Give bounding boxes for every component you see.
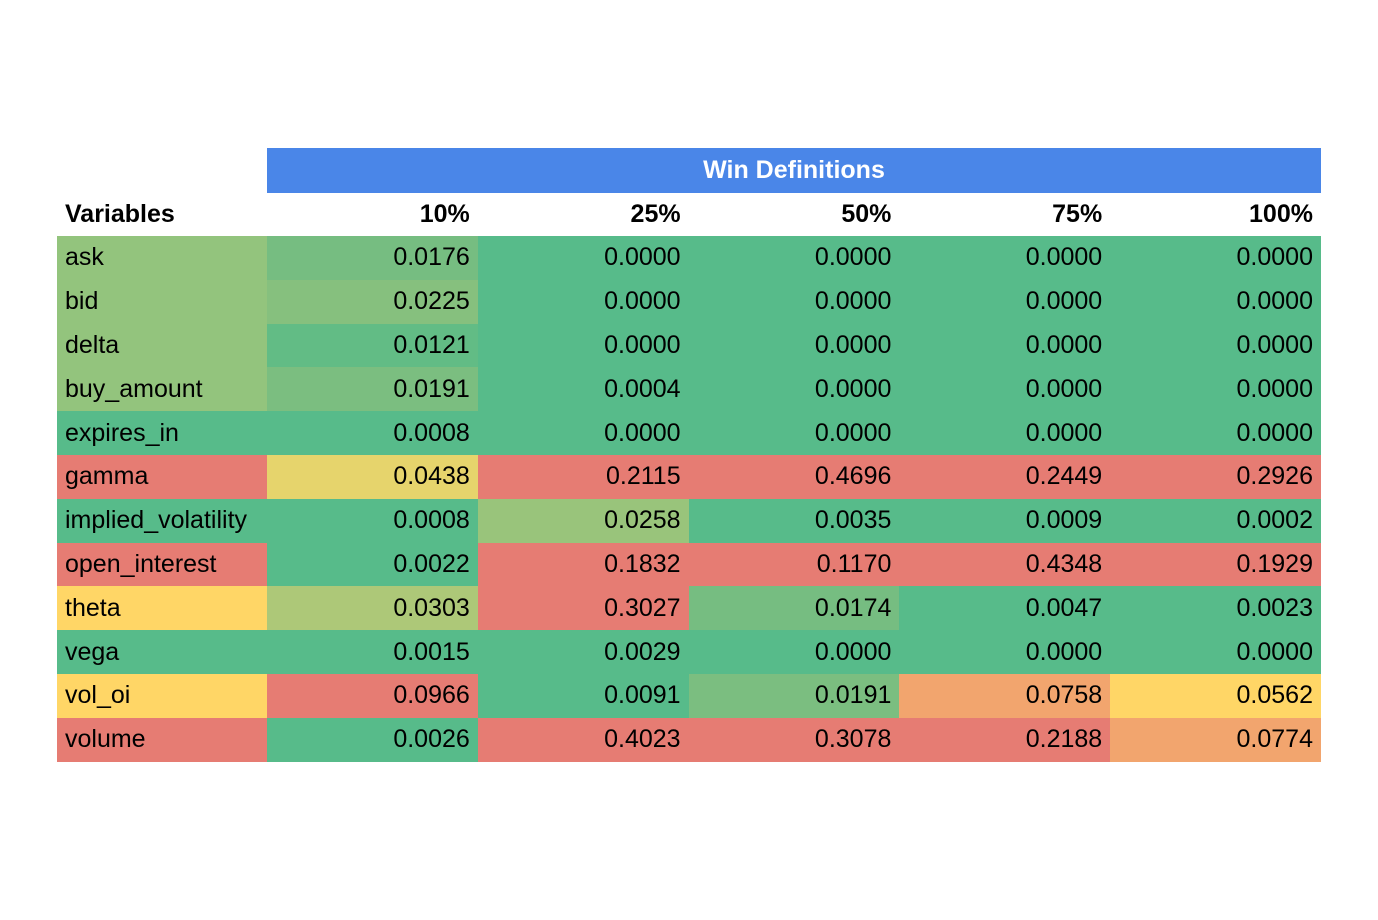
p-value-cell: 0.0000 xyxy=(899,630,1111,674)
p-value-cell: 0.3078 xyxy=(688,717,900,762)
p-value-cell: 0.0022 xyxy=(267,542,478,587)
p-value-cell: 0.0258 xyxy=(477,498,689,543)
p-value-cell: 0.4696 xyxy=(688,454,900,499)
p-value-cell: 0.0047 xyxy=(899,586,1111,631)
p-value-cell: 0.0758 xyxy=(899,673,1111,718)
p-value-cell: 0.0009 xyxy=(899,498,1111,543)
table-row: delta 0.0121 0.0000 0.0000 0.0000 0.0000 xyxy=(57,323,1321,368)
table-row: implied_volatility 0.0008 0.0258 0.0035 0.00… xyxy=(57,498,1321,543)
p-value-cell: 0.0000 xyxy=(1110,323,1321,368)
column-header-100: 100% xyxy=(1249,200,1313,228)
variable-name-cell: implied_volatility xyxy=(57,498,267,543)
p-value-cell: 0.0002 xyxy=(1110,498,1321,543)
variables-header: Variables xyxy=(65,200,175,228)
column-header-25: 25% xyxy=(630,200,681,228)
p-value-cell: 0.0000 xyxy=(477,236,689,280)
p-value-cell: 0.0026 xyxy=(267,717,478,762)
p-value-cell: 0.0000 xyxy=(688,630,900,674)
table-row: expires_in 0.0008 0.0000 0.0000 0.0000 0.0000 xyxy=(57,411,1321,455)
p-value-cell: 0.0000 xyxy=(1110,236,1321,280)
variable-name-cell: vol_oi xyxy=(57,673,267,718)
p-value-cell: 0.0008 xyxy=(267,498,478,543)
table-row: volume 0.0026 0.4023 0.3078 0.2188 0.0774 xyxy=(57,717,1321,762)
p-value-cell: 0.0000 xyxy=(1110,367,1321,412)
variable-name-cell: vega xyxy=(57,630,267,674)
p-value-cell: 0.0091 xyxy=(477,673,689,718)
p-value-cell: 0.0000 xyxy=(688,279,900,324)
p-value-cell: 0.0000 xyxy=(1110,279,1321,324)
p-value-cell: 0.0225 xyxy=(267,279,478,324)
p-value-cell: 0.0000 xyxy=(899,323,1111,368)
variable-name-cell: theta xyxy=(57,586,267,631)
banner-spacer xyxy=(57,148,267,193)
table-row: gamma 0.0438 0.2115 0.4696 0.2449 0.2926 xyxy=(57,454,1321,499)
variable-name-cell: volume xyxy=(57,717,267,762)
variable-name-cell: buy_amount xyxy=(57,367,267,412)
column-header-75: 75% xyxy=(1052,200,1103,228)
p-value-cell: 0.0000 xyxy=(1110,411,1321,455)
p-value-cell: 0.0121 xyxy=(267,323,478,368)
p-value-cell: 0.2926 xyxy=(1110,454,1321,499)
p-value-cell: 0.4348 xyxy=(899,542,1111,587)
p-value-cell: 0.1832 xyxy=(477,542,689,587)
table-row: theta 0.0303 0.3027 0.0174 0.0047 0.0023 xyxy=(57,586,1321,631)
p-value-cell: 0.0000 xyxy=(688,367,900,412)
column-header-10: 10% xyxy=(419,200,470,228)
p-value-cell: 0.0000 xyxy=(688,236,900,280)
win-definitions-table: Win Definitions Variables 10% 25% 50% 75… xyxy=(57,148,1321,762)
variable-name-cell: open_interest xyxy=(57,542,267,587)
p-value-cell: 0.2449 xyxy=(899,454,1111,499)
table-row: bid 0.0225 0.0000 0.0000 0.0000 0.0000 xyxy=(57,279,1321,324)
column-header-50: 50% xyxy=(841,200,892,228)
header-row: Variables 10% 25% 50% 75% 100% xyxy=(57,193,1321,236)
p-value-cell: 0.1929 xyxy=(1110,542,1321,587)
table-row: vega 0.0015 0.0029 0.0000 0.0000 0.0000 xyxy=(57,630,1321,674)
p-value-cell: 0.2188 xyxy=(899,717,1111,762)
banner-row: Win Definitions xyxy=(57,148,1321,193)
p-value-cell: 0.0000 xyxy=(477,323,689,368)
p-value-cell: 0.0562 xyxy=(1110,673,1321,718)
p-value-cell: 0.0000 xyxy=(477,411,689,455)
p-value-cell: 0.1170 xyxy=(688,542,900,587)
p-value-cell: 0.0000 xyxy=(899,236,1111,280)
variable-name-cell: bid xyxy=(57,279,267,324)
variable-name-cell: delta xyxy=(57,323,267,368)
p-value-cell: 0.0000 xyxy=(688,323,900,368)
p-value-cell: 0.2115 xyxy=(477,454,689,499)
p-value-cell: 0.0191 xyxy=(688,673,900,718)
p-value-cell: 0.0000 xyxy=(899,367,1111,412)
p-value-cell: 0.0008 xyxy=(267,411,478,455)
p-value-cell: 0.0774 xyxy=(1110,717,1321,762)
p-value-cell: 0.4023 xyxy=(477,717,689,762)
p-value-cell: 0.3027 xyxy=(477,586,689,631)
p-value-cell: 0.0023 xyxy=(1110,586,1321,631)
variable-name-cell: expires_in xyxy=(57,411,267,455)
p-value-cell: 0.0191 xyxy=(267,367,478,412)
p-value-cell: 0.0015 xyxy=(267,630,478,674)
variable-name-cell: ask xyxy=(57,236,267,280)
p-value-cell: 0.0000 xyxy=(688,411,900,455)
p-value-cell: 0.0000 xyxy=(477,279,689,324)
p-value-cell: 0.0966 xyxy=(267,673,478,718)
table-row: open_interest 0.0022 0.1832 0.1170 0.4348 0.1… xyxy=(57,542,1321,587)
table-row: vol_oi 0.0966 0.0091 0.0191 0.0758 0.0562 xyxy=(57,673,1321,718)
p-value-cell: 0.0004 xyxy=(477,367,689,412)
p-value-cell: 0.0174 xyxy=(688,586,900,631)
table-title-banner: Win Definitions xyxy=(267,148,1321,193)
p-value-cell: 0.0000 xyxy=(899,411,1111,455)
p-value-cell: 0.0176 xyxy=(267,236,478,280)
p-value-cell: 0.0000 xyxy=(899,279,1111,324)
table-body: ask 0.0176 0.0000 0.0000 0.0000 0.0000 bid 0.02… xyxy=(57,236,1321,762)
p-value-cell: 0.0029 xyxy=(477,630,689,674)
p-value-cell: 0.0303 xyxy=(267,586,478,631)
p-value-cell: 0.0438 xyxy=(267,454,478,499)
table-row: ask 0.0176 0.0000 0.0000 0.0000 0.0000 xyxy=(57,236,1321,280)
p-value-cell: 0.0000 xyxy=(1110,630,1321,674)
table-row: buy_amount 0.0191 0.0004 0.0000 0.0000 0.0000 xyxy=(57,367,1321,412)
variable-name-cell: gamma xyxy=(57,454,267,499)
p-value-cell: 0.0035 xyxy=(688,498,900,543)
